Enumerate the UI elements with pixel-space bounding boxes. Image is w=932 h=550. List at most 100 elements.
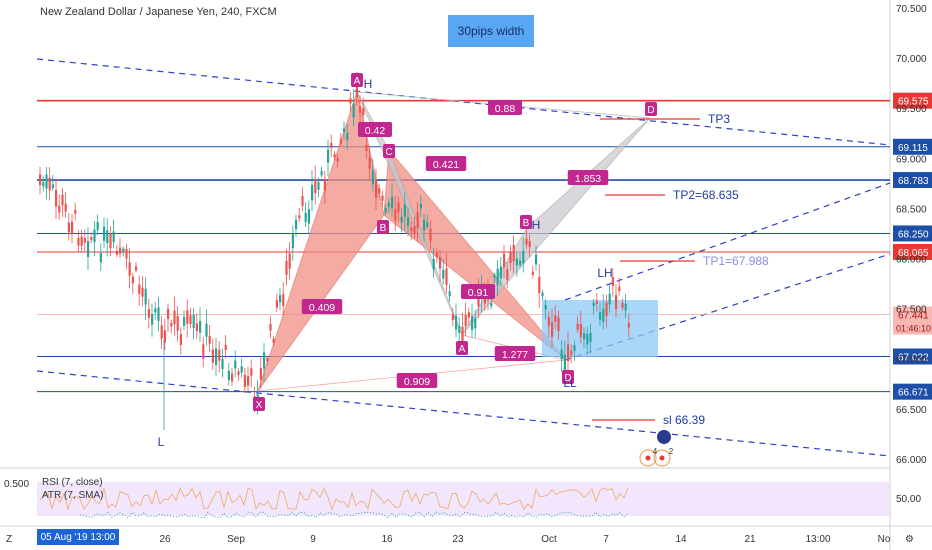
price-level-label: 69.115 [898,143,928,154]
candle-body [106,230,109,244]
candle-body [627,323,630,328]
candle-body [563,354,566,371]
candle-body [295,219,298,230]
atr-legend[interactable]: ATR (7, SMA) [42,490,104,501]
y-tick-label: 70.500 [896,4,927,15]
ratio-label: 0.42 [365,125,386,137]
candle-body [211,349,214,363]
candle-body [407,217,410,226]
candle-body [115,250,118,255]
pattern-point-label: A [354,76,361,87]
x-tick-label: 14 [675,534,687,545]
candle-body [103,226,106,241]
pattern-point-badge [383,144,395,158]
candle-body [266,358,269,362]
x-tick-label: 23 [452,534,464,545]
candle-body [45,174,48,189]
price-level-tag [893,348,932,365]
candle-body [503,253,506,268]
candle-body [173,310,176,325]
event-count-label: 2 [669,447,674,456]
candle-body [93,229,96,243]
candle-body [451,314,454,321]
y-tick-label: 69.500 [896,104,927,115]
candle-body [96,222,99,231]
swing-label: H [532,218,541,232]
rsi-legend[interactable]: RSI (7, close) [42,477,103,488]
price-level-tag [893,172,932,189]
candle-body [109,233,112,249]
candle-body [87,241,90,258]
x-tick-label: 16 [381,534,393,545]
price-level-label: 69.575 [898,97,929,108]
candle-body [291,234,294,249]
candle-body [442,269,445,279]
indicator-right-value: 50.00 [896,494,921,505]
candle-body [416,211,419,228]
candle-body [413,226,416,233]
candle-body [394,209,397,221]
candle-body [269,323,272,331]
candle-body [61,194,64,206]
candle-body [586,333,589,345]
candle-body [493,274,496,278]
current-price-tag [893,306,932,335]
candle-body [624,303,627,311]
candle-body [423,219,426,231]
current-price-label: 67.441 [898,311,929,322]
candle-body [471,316,474,331]
candle-body [579,324,582,337]
price-level-label: 67.022 [898,352,929,363]
candle-body [455,315,458,330]
x-tick-label: 13:00 [805,534,830,545]
candle-body [327,149,330,163]
chart-title: New Zealand Dollar / Japanese Yen, 240, … [40,6,277,18]
candle-body [599,311,602,320]
candle-body [371,170,374,185]
candle-body [349,98,352,104]
y-tick-label: 66.500 [896,405,927,416]
candle-body [576,323,579,330]
event-dot-icon [645,455,651,461]
candle-body [215,348,218,365]
candle-body [99,253,102,263]
ratio-badge [461,284,495,299]
candle-body [474,318,477,329]
price-level-tag [893,383,932,400]
candle-body [355,84,358,97]
ratio-badge [396,373,438,388]
y-tick-label: 68.000 [896,255,927,266]
pattern-point-badge [562,370,574,384]
candle-body [391,196,394,209]
candle-body [55,190,58,207]
event-circle-icon [653,449,671,467]
candle-body [199,321,202,333]
price-level-label: 68.065 [898,248,929,259]
event-dot-icon [659,455,665,461]
candle-body [445,268,448,285]
candle-body [317,181,320,190]
pattern-point-badge [253,397,265,411]
candle-body [51,184,54,189]
target-label: TP3 [708,112,730,126]
candle-body [122,248,125,252]
pattern-point-badge [520,215,532,229]
candle-body [144,288,147,305]
candle-body [375,181,378,198]
candle-body [163,330,166,343]
ratio-label: 1.277 [502,349,528,361]
y-tick-label: 69.000 [896,154,927,165]
candle-body [272,338,275,343]
pip-width-box[interactable]: 30pips width [448,15,534,47]
candle-body [288,253,291,269]
price-level-tag [893,243,932,260]
candle-body [419,203,422,209]
target-label: TP1=67.988 [703,254,769,268]
candle-body [384,207,387,213]
candle-body [237,371,240,376]
candle-body [314,179,317,194]
price-level-label: 66.671 [898,388,929,399]
candle-body [224,344,227,350]
candle-body [410,227,413,231]
